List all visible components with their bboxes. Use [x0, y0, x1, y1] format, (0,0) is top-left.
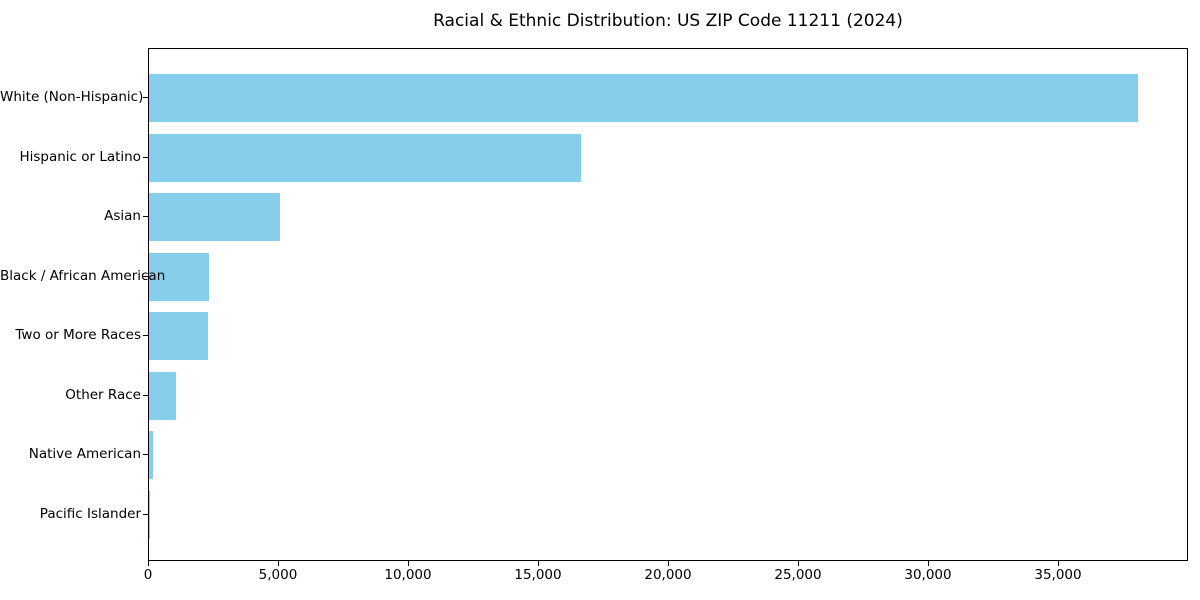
y-tick-label: Black / African American	[0, 267, 166, 284]
x-tick-mark	[538, 561, 539, 566]
y-tick-label: White (Non-Hispanic)	[0, 89, 144, 105]
x-tick-mark	[1058, 561, 1059, 566]
bar-other-race	[149, 371, 177, 420]
x-tick-label: 5,000	[258, 567, 298, 583]
x-tick-label: 25,000	[774, 567, 822, 583]
y-tick-label: Two or More Races	[15, 327, 141, 344]
y-tick-label: Hispanic or Latino	[19, 148, 141, 165]
y-tick-mark	[143, 97, 148, 98]
x-tick-label: 30,000	[904, 567, 952, 583]
y-tick-mark	[143, 514, 148, 515]
y-tick-mark	[143, 156, 148, 158]
y-tick-label: Asian	[104, 208, 141, 225]
bar-two-or-more-races	[149, 312, 209, 361]
bar-native-american	[149, 431, 153, 480]
x-tick-label: 0	[143, 567, 153, 583]
chart-title: Racial & Ethnic Distribution: US ZIP Cod…	[433, 11, 903, 31]
y-tick-mark	[143, 394, 148, 396]
y-tick-label: Other Race	[65, 386, 141, 403]
y-tick-label: Native American	[28, 446, 141, 463]
bar-hispanic-or-latino	[149, 133, 581, 182]
x-tick-mark	[668, 561, 669, 566]
y-tick-mark	[143, 216, 148, 218]
y-tick-mark	[143, 335, 148, 337]
x-tick-mark	[278, 561, 279, 566]
x-tick-mark	[798, 561, 799, 566]
bar-white-non-hispanic	[149, 74, 1139, 122]
bar-asian	[149, 193, 281, 242]
x-tick-mark	[148, 561, 149, 566]
bar-black-african-american	[149, 252, 210, 301]
y-tick-label: Pacific Islander	[39, 506, 141, 522]
bar-pacific-islander	[149, 491, 150, 539]
y-tick-mark	[143, 454, 148, 456]
x-tick-label: 15,000	[514, 567, 562, 583]
x-tick-label: 20,000	[644, 567, 692, 583]
x-tick-mark	[928, 561, 929, 566]
plot-area	[148, 48, 1188, 561]
y-tick-mark	[143, 275, 148, 277]
x-tick-mark	[408, 561, 409, 566]
x-tick-label: 10,000	[384, 567, 432, 583]
x-tick-label: 35,000	[1034, 567, 1082, 583]
